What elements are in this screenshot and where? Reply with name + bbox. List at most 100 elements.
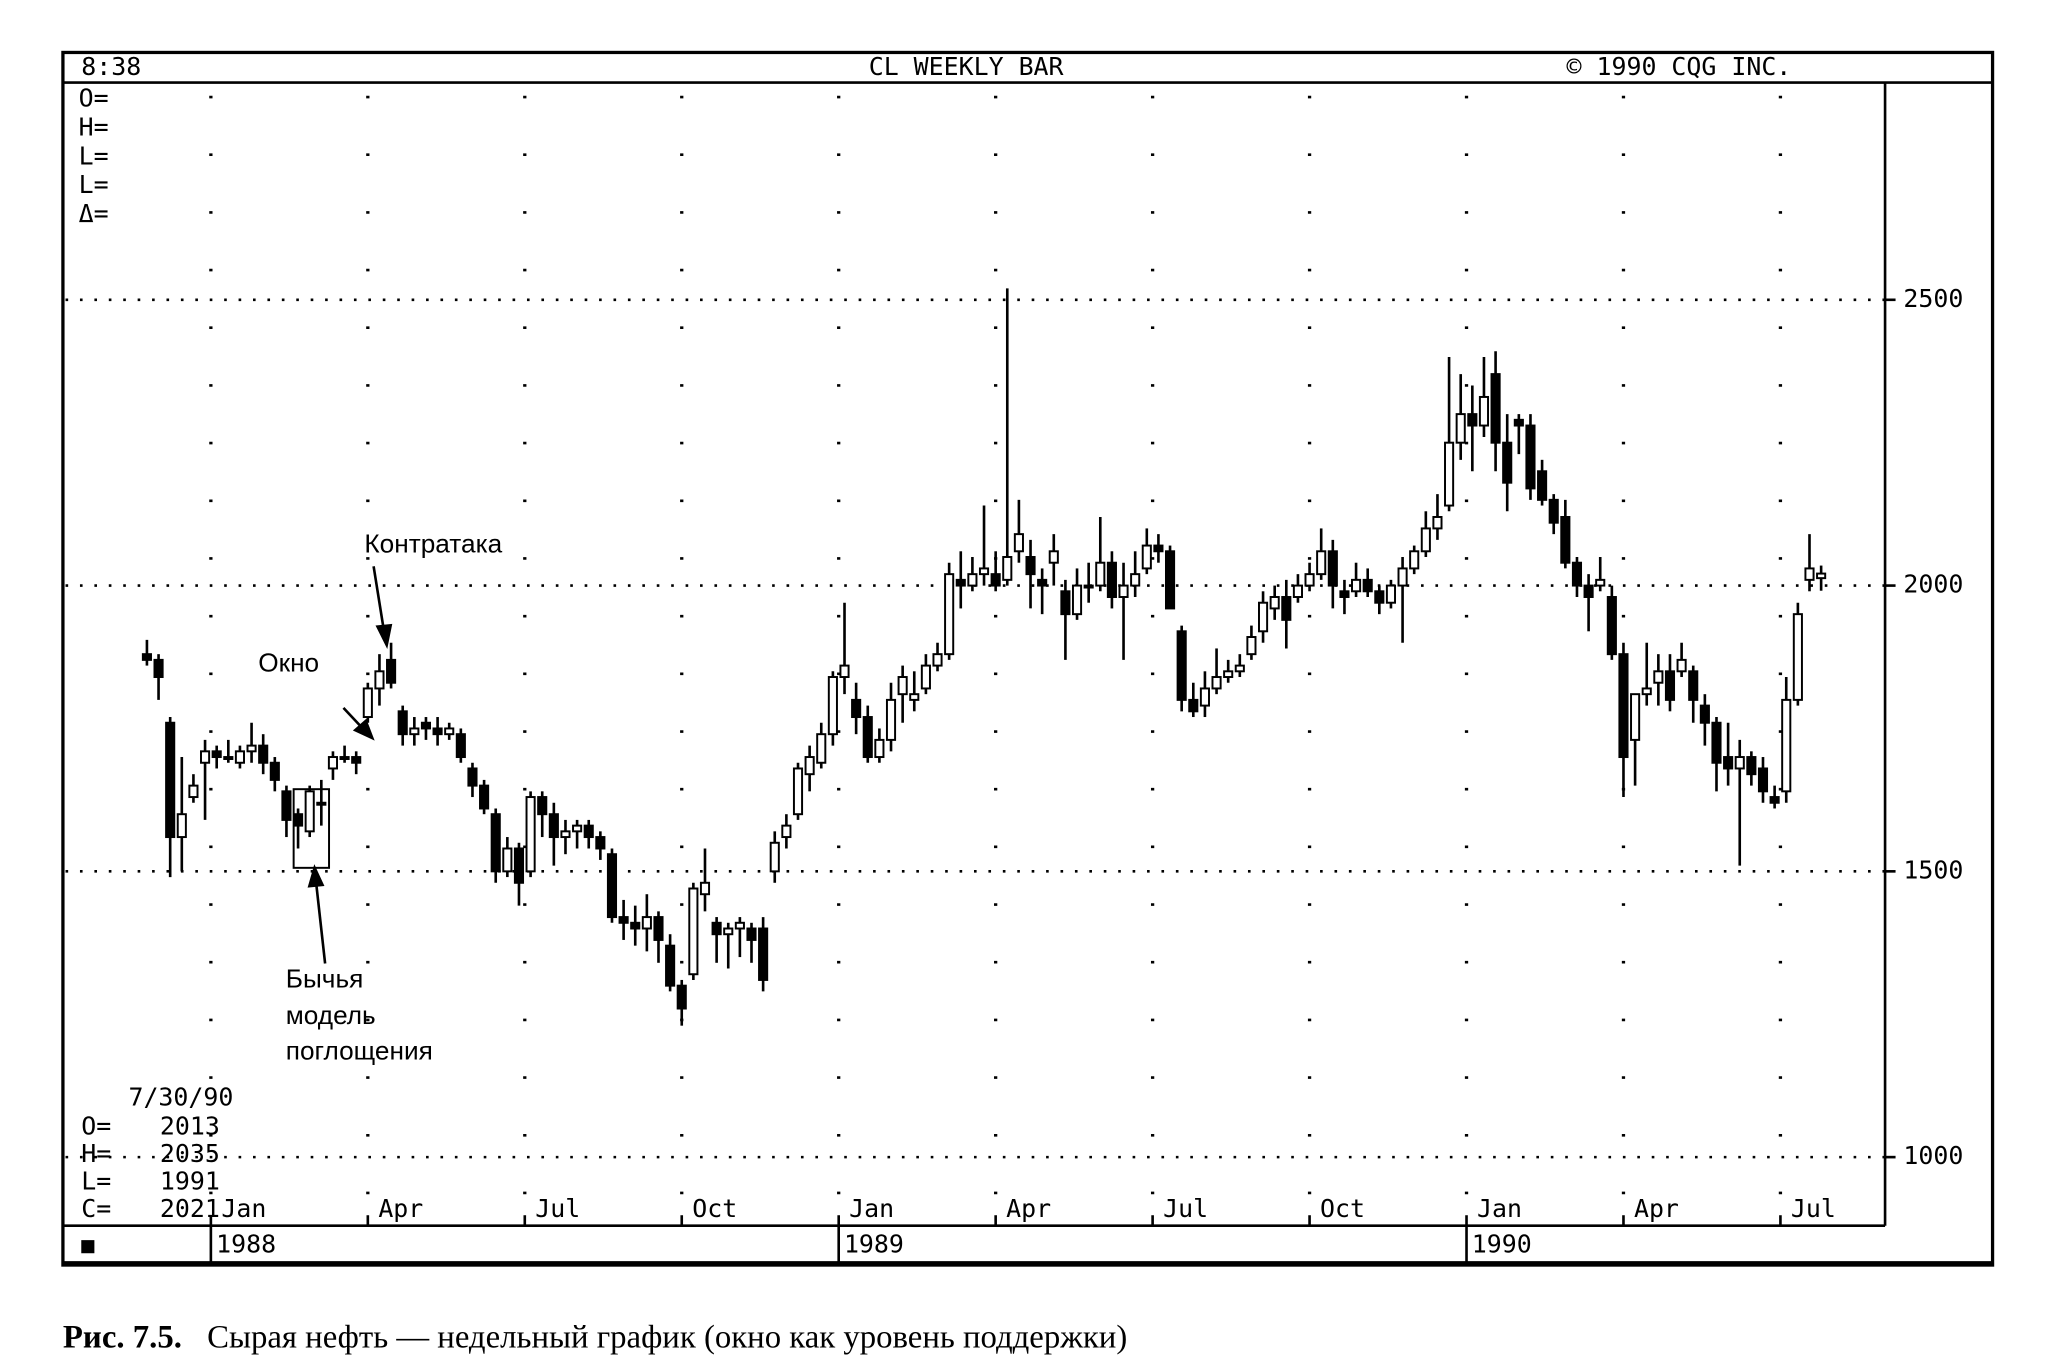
- arrows: [307, 566, 393, 964]
- candle-body: [1211, 676, 1222, 690]
- candle-body: [1537, 470, 1548, 501]
- arrow: [372, 566, 386, 633]
- candle-body: [978, 567, 990, 576]
- readout-label: L=: [79, 170, 109, 199]
- candle-body: [537, 796, 548, 816]
- candle-body: [339, 756, 350, 760]
- candle-body: [1385, 584, 1397, 604]
- candle-body: [711, 921, 722, 936]
- candle-body: [200, 750, 211, 764]
- candle-body: [1397, 567, 1408, 587]
- candle-body: [1281, 596, 1292, 621]
- candle-body: [990, 573, 1001, 587]
- candle-body: [211, 750, 222, 759]
- candle-body: [1757, 767, 1769, 793]
- candle-body: [909, 693, 920, 701]
- candle-body: [234, 750, 245, 764]
- readout-label: C=: [81, 1194, 111, 1223]
- candle-body: [1095, 561, 1106, 587]
- candle-body: [1583, 584, 1594, 598]
- arrow: [314, 880, 327, 964]
- candle-body: [653, 916, 664, 941]
- header-right: © 1990 CQG INC.: [1567, 52, 1792, 81]
- candle-body: [432, 727, 443, 736]
- candle-body: [1641, 687, 1652, 696]
- y-tick-label: 2500: [1903, 284, 1963, 313]
- candle-body: [467, 767, 478, 787]
- candle-body: [758, 927, 769, 981]
- candle-body: [304, 790, 315, 833]
- candle-body: [862, 716, 873, 759]
- candle-body: [1002, 556, 1013, 581]
- x-tick-label: Jul: [1163, 1194, 1208, 1223]
- candle-body: [362, 687, 373, 719]
- candle-body: [1141, 544, 1152, 570]
- candle-body: [1444, 441, 1455, 507]
- candle-body: [513, 847, 525, 884]
- candle-body: [583, 824, 594, 839]
- candle-body: [618, 916, 629, 924]
- candle-body: [1664, 670, 1676, 701]
- candle-body: [1199, 687, 1210, 707]
- readout-value: 2021: [160, 1194, 220, 1223]
- year-label: 1988: [216, 1229, 276, 1258]
- candle-body: [1688, 670, 1699, 701]
- candle-body: [699, 881, 711, 896]
- candle-body: [1025, 556, 1036, 576]
- candle-body: [816, 733, 827, 764]
- candle-body: [641, 916, 652, 930]
- candle-body: [1188, 698, 1199, 713]
- candle-body: [246, 744, 257, 753]
- arrowhead: [352, 718, 375, 741]
- candle-body: [1455, 413, 1466, 444]
- candle-body: [327, 756, 339, 770]
- candle-body: [1513, 418, 1524, 427]
- candle-body: [1246, 636, 1257, 656]
- candle-body: [153, 658, 164, 679]
- candle-body: [223, 756, 234, 760]
- candle-body: [630, 921, 641, 930]
- readout-date: 7/30/90: [128, 1083, 233, 1112]
- candle-body: [920, 664, 931, 690]
- candle-body: [281, 790, 292, 821]
- candle-body: [1606, 596, 1617, 656]
- candle-body: [804, 756, 815, 776]
- candle-body: [525, 796, 536, 873]
- candle-body: [560, 830, 571, 839]
- candle-body: [827, 676, 838, 736]
- candle-body: [1362, 578, 1373, 593]
- candle-body: [1339, 590, 1350, 598]
- candle-body: [897, 676, 908, 696]
- candle-body: [258, 744, 269, 764]
- candle-body: [1723, 756, 1734, 770]
- x-tick-label: Oct: [1320, 1194, 1365, 1223]
- annotation: Окно: [258, 648, 319, 678]
- candle-body: [1630, 693, 1641, 741]
- annotation: поглощения: [286, 1036, 433, 1066]
- candle-body: [490, 813, 501, 873]
- caption-label: Рис. 7.5.: [63, 1319, 182, 1355]
- readout-label: L=: [81, 1166, 111, 1195]
- candle-body: [1816, 572, 1827, 580]
- candle-body: [1106, 561, 1117, 598]
- candle-body: [792, 767, 804, 816]
- candle-body: [420, 721, 432, 730]
- candle-body: [1734, 756, 1745, 770]
- candle-body: [1234, 664, 1245, 673]
- candle-body: [1223, 670, 1234, 679]
- candle-body: [1164, 550, 1176, 610]
- candle-body: [1804, 567, 1815, 581]
- year-label: 1990: [1472, 1229, 1532, 1258]
- candle-body: [851, 698, 862, 719]
- candle-body: [723, 927, 734, 936]
- candle-body: [386, 658, 397, 684]
- readout-label: H=: [79, 112, 109, 141]
- candle-body: [1083, 584, 1094, 589]
- candle-body: [1502, 441, 1513, 484]
- candle-body: [1071, 584, 1083, 616]
- annotation: Контратака: [364, 528, 502, 558]
- x-tick-label: Apr: [378, 1194, 423, 1223]
- y-tick-label: 1500: [1903, 855, 1963, 884]
- candle-body: [688, 887, 699, 976]
